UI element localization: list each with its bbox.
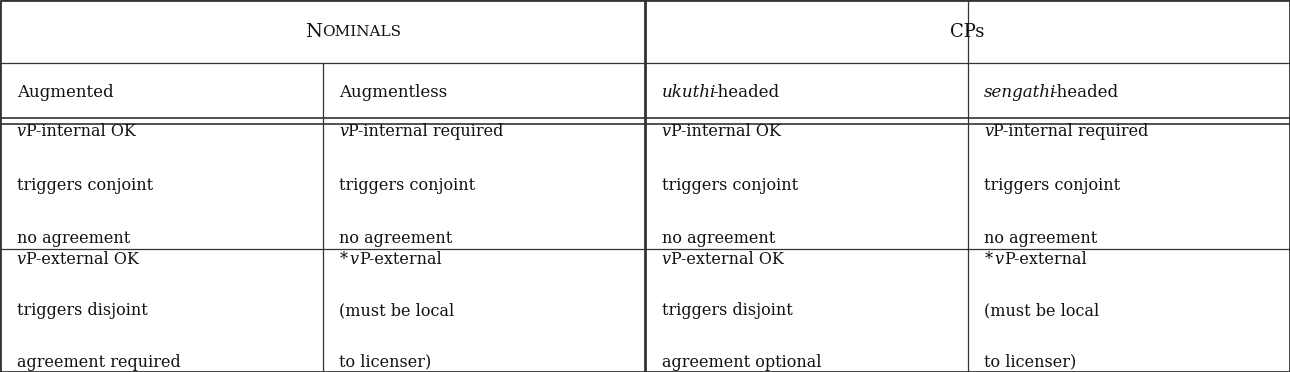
Text: to licenser): to licenser) bbox=[984, 354, 1077, 371]
Text: triggers conjoint: triggers conjoint bbox=[17, 177, 154, 193]
Text: triggers disjoint: triggers disjoint bbox=[662, 302, 792, 319]
Text: v: v bbox=[995, 251, 1004, 267]
Text: P-internal OK: P-internal OK bbox=[671, 123, 780, 140]
Text: agreement optional: agreement optional bbox=[662, 354, 822, 371]
Text: *: * bbox=[339, 251, 347, 267]
Text: triggers conjoint: triggers conjoint bbox=[339, 177, 476, 193]
Text: P-external OK: P-external OK bbox=[671, 251, 784, 267]
Text: -headed: -headed bbox=[712, 84, 779, 100]
Text: no agreement: no agreement bbox=[984, 231, 1098, 247]
Text: P-external: P-external bbox=[1004, 251, 1086, 267]
Text: v: v bbox=[17, 251, 26, 267]
Text: (must be local: (must be local bbox=[984, 302, 1099, 319]
Text: P-external OK: P-external OK bbox=[26, 251, 139, 267]
Text: agreement required: agreement required bbox=[17, 354, 181, 371]
Text: -headed: -headed bbox=[1051, 84, 1118, 100]
Text: triggers conjoint: triggers conjoint bbox=[984, 177, 1121, 193]
Text: Augmentless: Augmentless bbox=[339, 84, 448, 100]
Text: v: v bbox=[662, 123, 671, 140]
Text: no agreement: no agreement bbox=[17, 231, 130, 247]
Text: P-internal required: P-internal required bbox=[993, 123, 1148, 140]
Text: (must be local: (must be local bbox=[339, 302, 454, 319]
Text: OMINALS: OMINALS bbox=[322, 25, 401, 39]
Text: v: v bbox=[350, 251, 359, 267]
Text: *: * bbox=[984, 251, 992, 267]
Text: v: v bbox=[17, 123, 26, 140]
Text: v: v bbox=[339, 123, 348, 140]
Text: sengathi: sengathi bbox=[984, 84, 1057, 100]
Text: no agreement: no agreement bbox=[662, 231, 775, 247]
Text: ukuthi: ukuthi bbox=[662, 84, 716, 100]
Text: P-external: P-external bbox=[359, 251, 441, 267]
Text: v: v bbox=[984, 123, 993, 140]
Text: CPs: CPs bbox=[951, 23, 984, 41]
Text: v: v bbox=[662, 251, 671, 267]
Text: no agreement: no agreement bbox=[339, 231, 453, 247]
Text: triggers disjoint: triggers disjoint bbox=[17, 302, 147, 319]
Text: triggers conjoint: triggers conjoint bbox=[662, 177, 799, 193]
Text: P-internal required: P-internal required bbox=[348, 123, 503, 140]
Text: Augmented: Augmented bbox=[17, 84, 114, 100]
Text: to licenser): to licenser) bbox=[339, 354, 432, 371]
Text: P-internal OK: P-internal OK bbox=[26, 123, 135, 140]
Text: N: N bbox=[306, 23, 322, 41]
